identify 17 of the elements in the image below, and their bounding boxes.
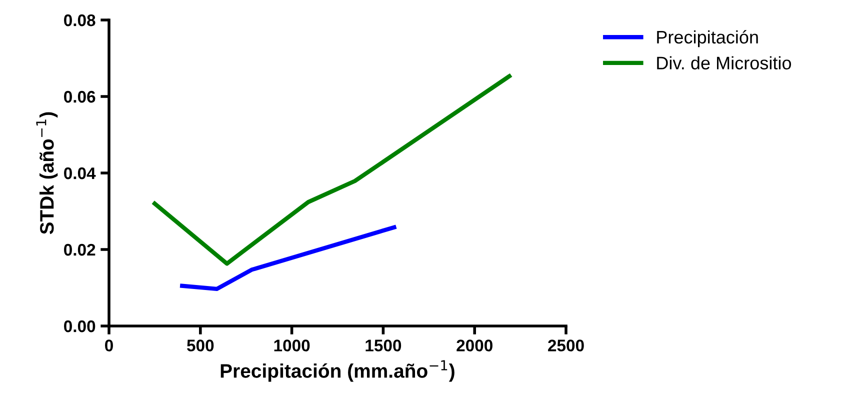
x-tick-label: 2500 xyxy=(548,340,584,352)
y-tick-label: 0.04 xyxy=(64,167,96,180)
line-series xyxy=(180,225,396,291)
y-tick-label: 0.02 xyxy=(64,244,96,256)
x-tick-label: 2000 xyxy=(456,340,492,352)
x-tick-label: 0 xyxy=(105,340,113,352)
x-tick-label: 1500 xyxy=(366,340,402,352)
y-tick-label: 0.08 xyxy=(64,14,96,26)
line-series xyxy=(152,74,512,266)
legend-label: Div. de Micrositio xyxy=(657,56,792,70)
y-tick-label: 0.06 xyxy=(64,90,96,103)
x-axis-title: Precipitación (mm.año$^{−1}$) xyxy=(220,360,454,382)
x-tick-label: 1000 xyxy=(274,340,310,352)
y-axis-title: STDk (año$^{−1}$) xyxy=(36,112,58,234)
x-tick-label: 500 xyxy=(187,340,214,352)
y-tick-label: 0.00 xyxy=(64,320,96,332)
legend-label: Precipitación xyxy=(657,30,758,48)
